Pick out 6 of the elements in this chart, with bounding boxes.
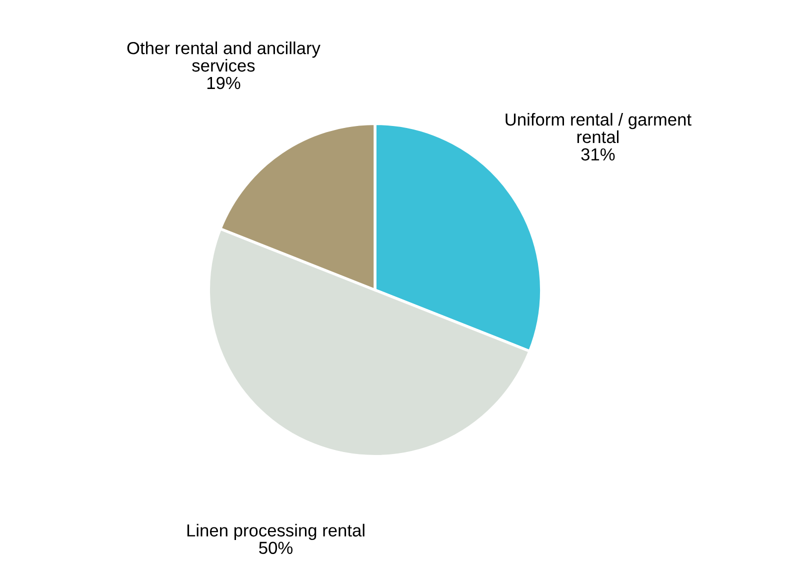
slice-label: Other rental and ancillary services xyxy=(127,42,320,72)
slice-label: Linen processing rental xyxy=(187,524,364,540)
data-label: 50% xyxy=(259,542,293,554)
data-label: 31% xyxy=(581,148,615,161)
slice-label: Uniform rental / garment rental xyxy=(506,112,692,144)
data-label: 19% xyxy=(207,76,240,90)
